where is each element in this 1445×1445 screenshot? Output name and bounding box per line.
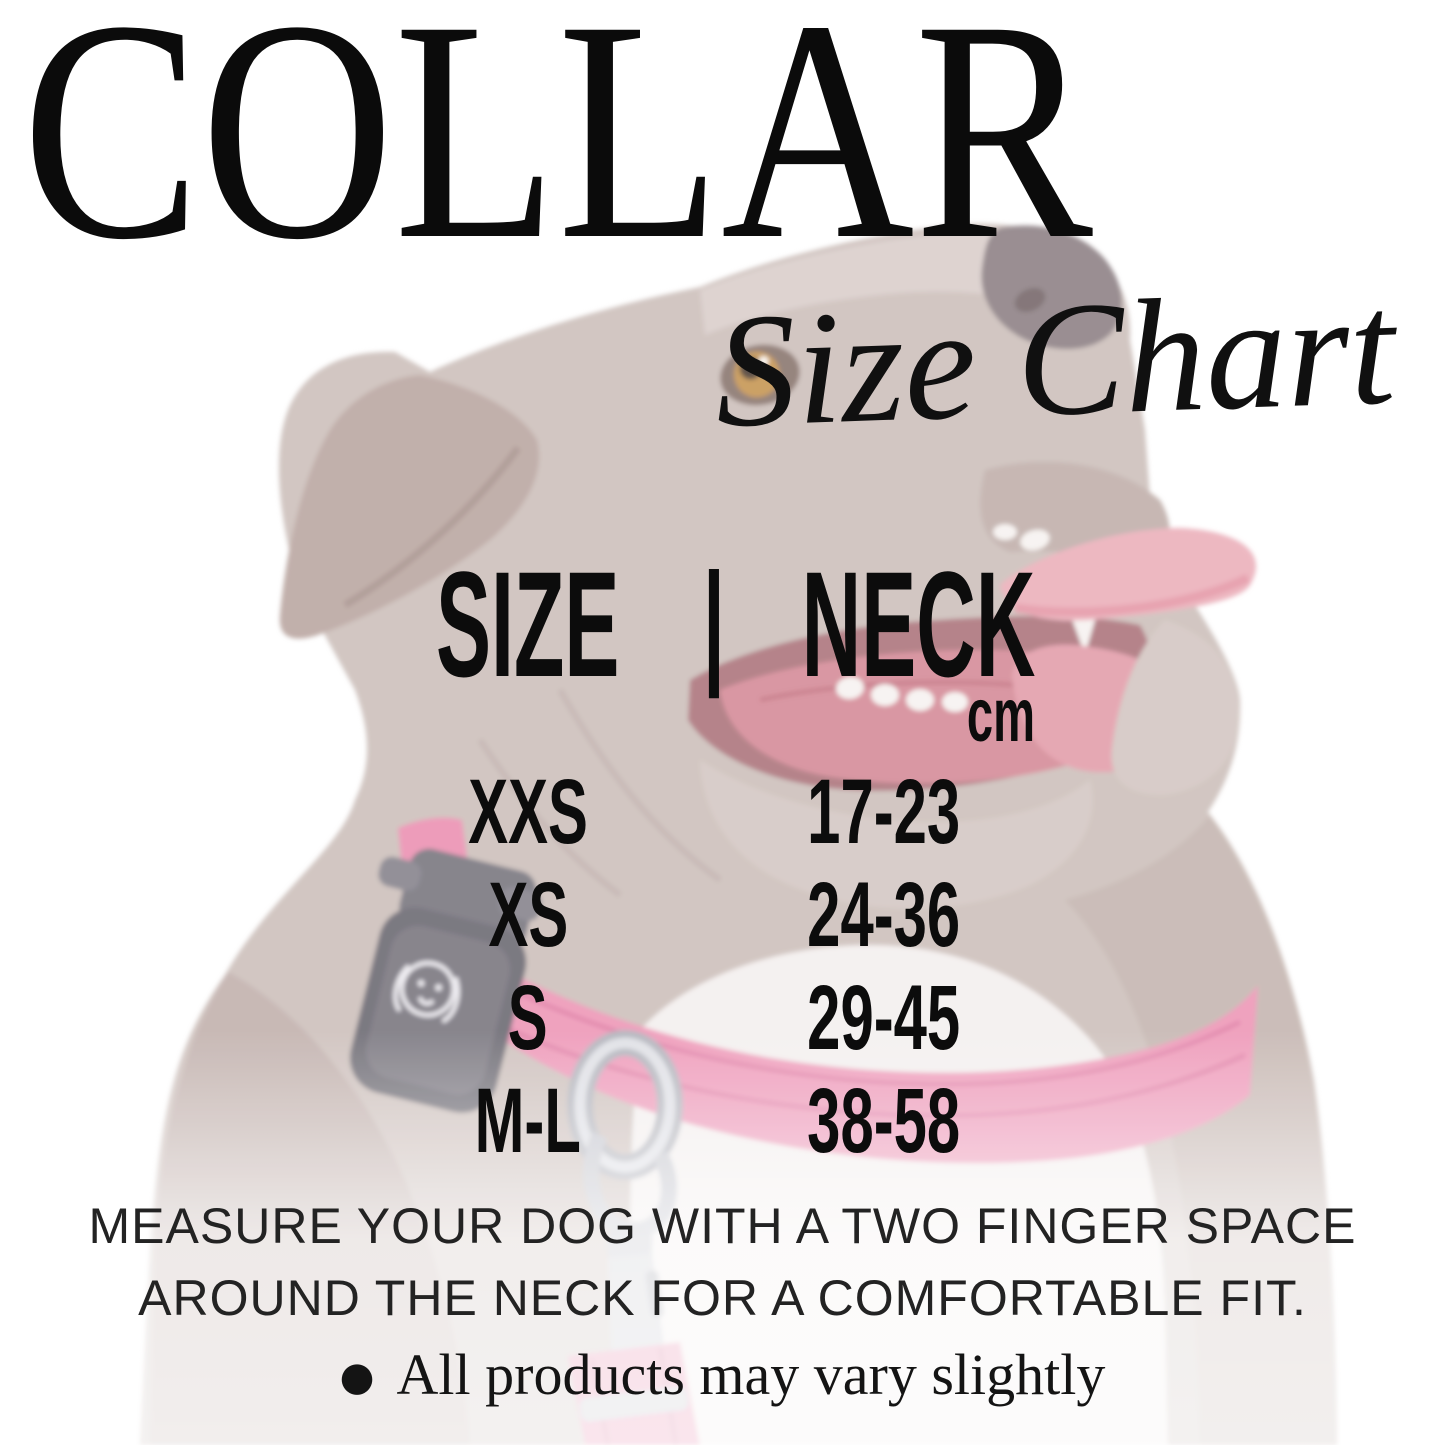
dog-chin — [700, 760, 1093, 909]
table-row: XXS 17-23 — [360, 760, 1070, 863]
header-separator-cell: | — [696, 553, 730, 693]
footer: MEASURE YOUR DOG WITH A TWO FINGER SPACE… — [0, 1190, 1445, 1414]
dog-nostril — [1014, 287, 1046, 313]
measure-instruction-line1: MEASURE YOUR DOG WITH A TWO FINGER SPACE — [88, 1198, 1357, 1254]
neck-value: 38-58 — [807, 1069, 961, 1172]
page-subtitle: Size Chart — [712, 259, 1398, 462]
size-value: XXS — [468, 760, 588, 863]
page-title: COLLAR — [22, 0, 1093, 305]
neck-value: 17-23 — [807, 760, 961, 863]
size-table-header: SIZE | NECK — [360, 544, 1070, 704]
size-column-header: SIZE — [436, 540, 620, 708]
neck-column-header-cell: NECK — [706, 549, 1062, 699]
neck-value: 29-45 — [807, 966, 961, 1069]
table-row: M-L 38-58 — [360, 1069, 1070, 1172]
size-value: M-L — [474, 1069, 582, 1172]
bullet-icon: ● — [339, 1354, 375, 1400]
header-separator: | — [697, 545, 731, 699]
variance-note: ● All products may vary slightly — [0, 1342, 1445, 1414]
unit-label: cm — [966, 673, 1035, 758]
neck-column-header: NECK — [801, 540, 1036, 708]
size-table: SIZE | NECK cm XXS 17-23 XS 24-36 — [360, 544, 1070, 1167]
size-table-rows: XXS 17-23 XS 24-36 S 29-45 M-L 38-58 — [360, 760, 1070, 1172]
unit-label-cell: cm — [946, 678, 1035, 754]
dog-nose — [981, 225, 1122, 350]
measure-instruction-line2: AROUND THE NECK FOR A COMFORTABLE FIT. — [138, 1270, 1307, 1326]
size-column-header-cell: SIZE — [360, 549, 696, 699]
size-value: XS — [488, 863, 568, 966]
dog-ear — [279, 375, 540, 639]
dog-tongue-rim — [1014, 573, 1250, 617]
photo-fade-overlay — [0, 1030, 1445, 1445]
dog-jowl — [1111, 620, 1240, 796]
buckle-logo — [393, 960, 461, 1024]
dog-ear-fold — [343, 445, 521, 609]
size-value: S — [508, 966, 548, 1069]
table-row: S 29-45 — [360, 966, 1070, 1069]
dog-neck-folds — [477, 688, 722, 898]
neck-value: 24-36 — [807, 863, 961, 966]
variance-note-text: All products may vary slightly — [396, 1342, 1106, 1407]
dog-eye — [720, 344, 800, 406]
table-row: XS 24-36 — [360, 863, 1070, 966]
